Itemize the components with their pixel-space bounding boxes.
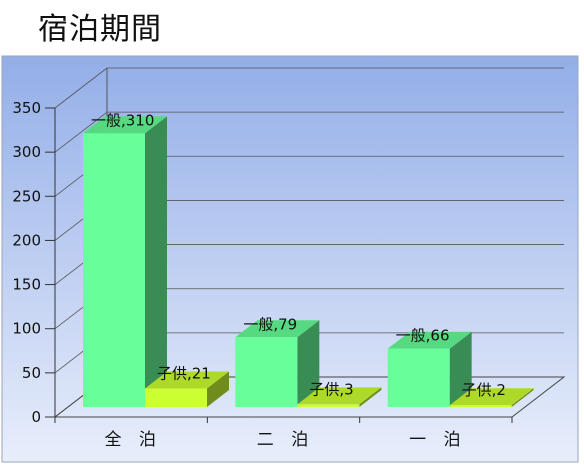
- data-label: 子供,3: [309, 380, 353, 398]
- bar-side: [207, 371, 229, 407]
- bar-子供-2: [449, 388, 534, 407]
- y-tick-label: 250: [12, 187, 41, 205]
- y-tick-label: 150: [12, 276, 41, 294]
- y-tick-label: 300: [12, 143, 41, 161]
- data-label: 子供,21: [157, 364, 211, 382]
- chart-title: 宿泊期間: [38, 12, 162, 47]
- bar-top: [235, 320, 320, 338]
- bar-一般-0: [83, 116, 167, 408]
- gridline-depth: [54, 67, 108, 109]
- y-tick-label: 200: [12, 231, 41, 249]
- bar-子供-1: [297, 387, 382, 407]
- category-labels: 全 泊二 泊一 泊: [104, 430, 466, 450]
- bar-一般-1: [235, 320, 320, 407]
- bar-side: [511, 388, 534, 407]
- bar-front: [83, 133, 145, 408]
- bar-front: [449, 405, 512, 407]
- y-tick-label: 0: [31, 408, 41, 426]
- data-labels: 一般,310 子供,21 一般,79 子供,3 一般,66 子供,2: [91, 111, 506, 399]
- bar-side: [145, 116, 167, 408]
- bar-子供-0: [145, 371, 229, 407]
- data-label: 一般,66: [396, 327, 450, 345]
- category-label: 一 泊: [409, 430, 466, 450]
- bar-front: [145, 388, 207, 407]
- bar-side: [359, 387, 382, 407]
- y-tick-labels: 0 50 100 150 200 250 300 350: [12, 99, 41, 426]
- category-label: 全 泊: [104, 430, 161, 450]
- data-label: 一般,79: [243, 315, 297, 333]
- bar-top: [297, 387, 382, 405]
- bar-front: [297, 404, 360, 407]
- y-tick-label: 100: [12, 320, 41, 338]
- bar-side: [297, 320, 320, 407]
- data-label: 子供,2: [462, 381, 506, 399]
- category-label: 二 泊: [257, 430, 314, 450]
- bar-top: [145, 371, 229, 389]
- bar-top: [387, 331, 472, 349]
- bars: [83, 116, 534, 408]
- data-label: 一般,310: [91, 111, 154, 129]
- bar-top: [449, 388, 534, 406]
- bar-front: [387, 348, 450, 407]
- bar-top: [83, 116, 167, 134]
- bar-front: [235, 337, 298, 407]
- gridline-depth: [54, 111, 108, 153]
- bar-一般-2: [387, 331, 472, 407]
- bar-side: [449, 331, 472, 407]
- y-tick-label: 350: [12, 99, 41, 117]
- y-tick-label: 50: [22, 364, 41, 382]
- gridlines: [54, 67, 564, 418]
